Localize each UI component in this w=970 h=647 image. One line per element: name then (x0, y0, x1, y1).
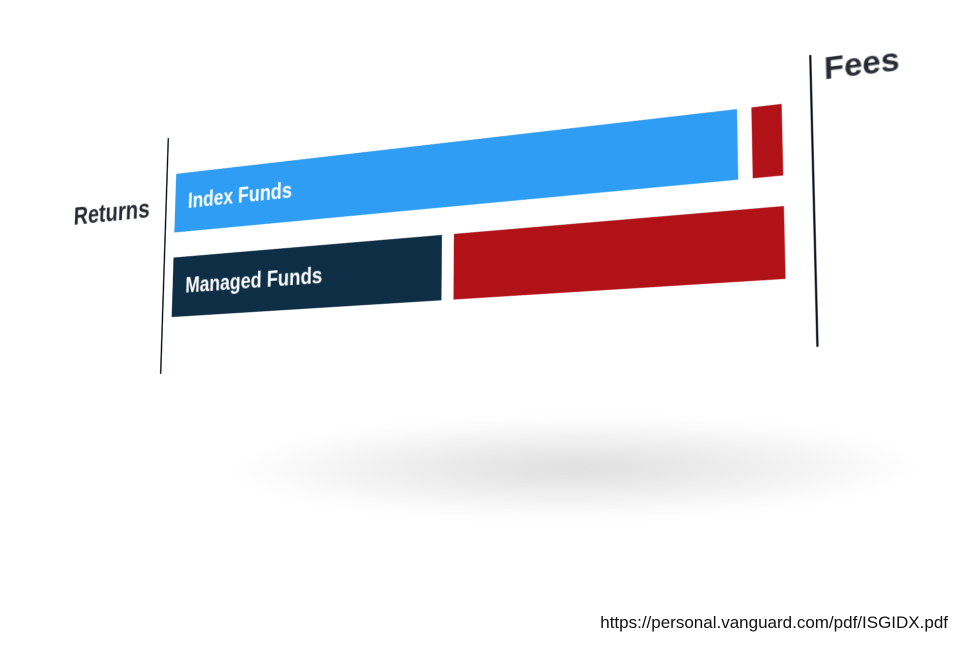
returns-bar: Index Funds (174, 109, 738, 232)
fees-bar (453, 206, 786, 300)
drop-shadow (101, 420, 960, 540)
bar-row: Index Funds (174, 102, 799, 232)
chart-panel-inner: Returns Fees Index FundsManaged Funds (154, 77, 829, 347)
chart-panel: Returns Fees Index FundsManaged Funds (154, 77, 829, 347)
stage: Returns Fees Index Funds Managed Funds (0, 0, 970, 647)
axis-label-returns: Returns (73, 194, 150, 231)
bar-label: Managed Funds (172, 263, 322, 300)
chart-rows: Index Funds Managed Funds (172, 102, 802, 317)
axis-label-fees: Fees (824, 41, 900, 88)
divider-left (160, 138, 169, 374)
source-url: https://personal.vanguard.com/pdf/ISGIDX… (600, 613, 948, 633)
bar-label: Index Funds (175, 178, 292, 216)
divider-right (809, 55, 818, 347)
fees-bar (752, 104, 784, 178)
returns-bar: Managed Funds (172, 235, 442, 317)
